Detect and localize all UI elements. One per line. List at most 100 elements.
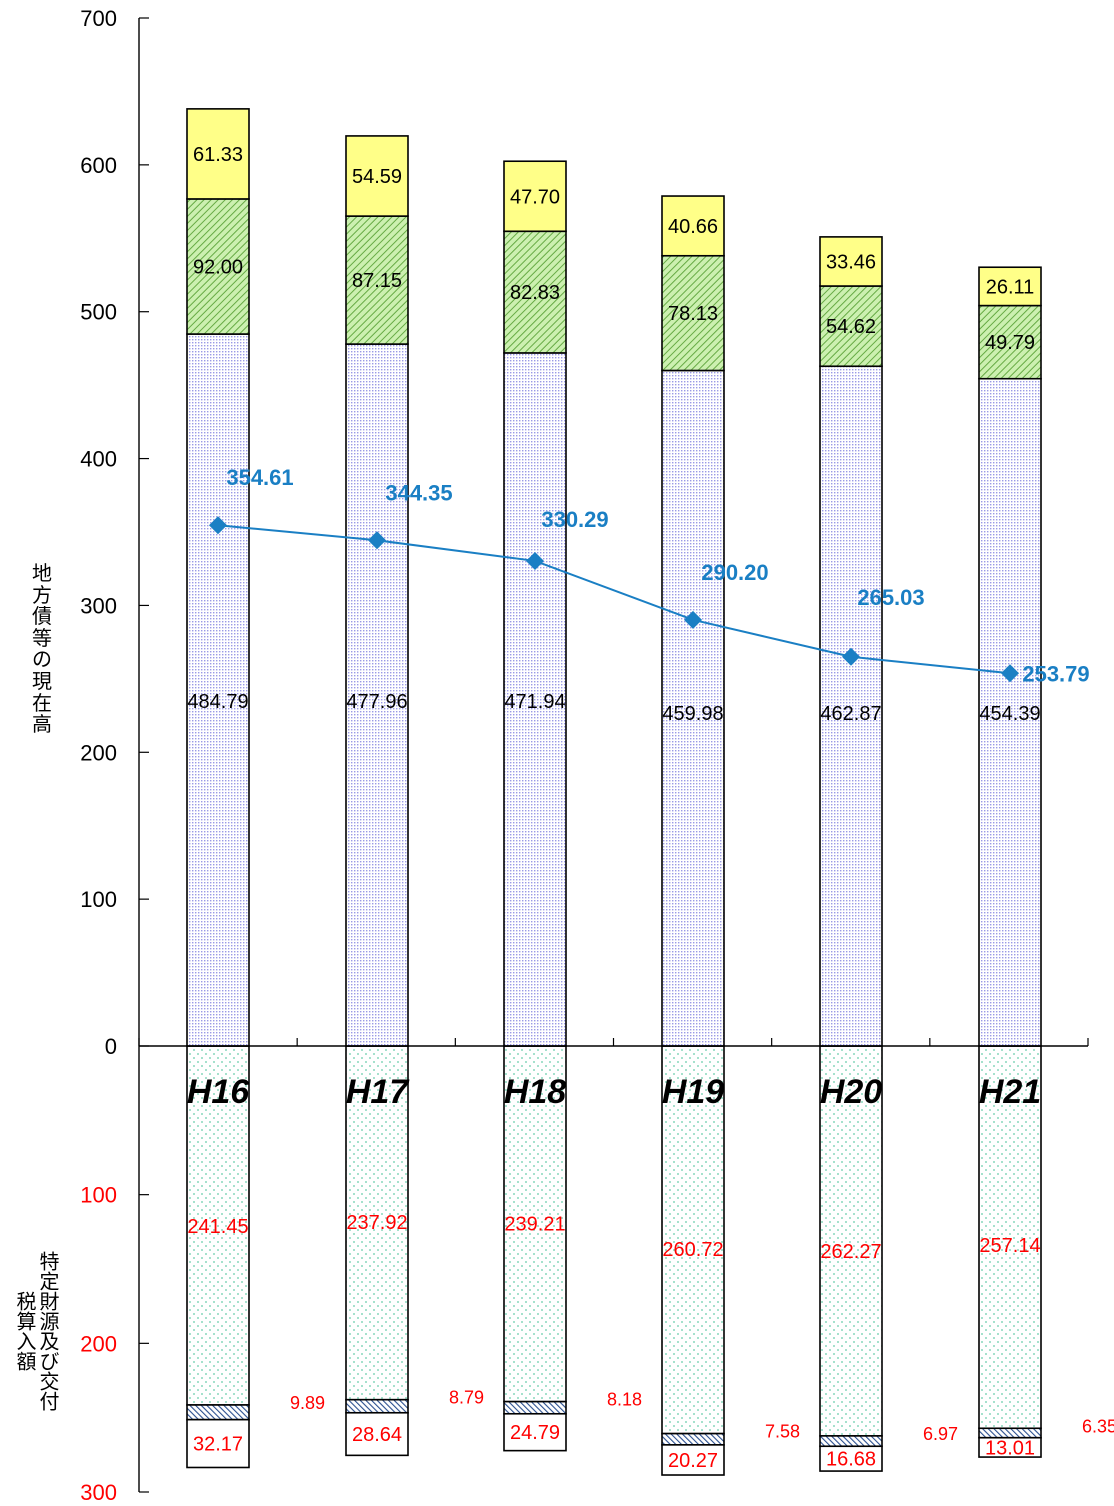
lower-bar-segment-bottom xyxy=(819,1445,883,1472)
upper-tick-label: 500 xyxy=(80,300,117,325)
lower-bar-segment-bottom xyxy=(661,1444,725,1476)
bar-segment-top xyxy=(661,195,725,257)
data-label: 454.39 xyxy=(979,703,1040,725)
upper-tick-label: 0 xyxy=(105,1034,117,1059)
bar-segment-base xyxy=(345,343,409,1047)
bar-segment-middle xyxy=(345,215,409,345)
bar-segment-top xyxy=(819,236,883,287)
lower-bar-segment-hatched xyxy=(186,1404,250,1421)
lower-data-label: 262.27 xyxy=(820,1241,881,1263)
lower-data-label: 257.14 xyxy=(979,1235,1040,1257)
lower-bar-segment-main xyxy=(186,1045,250,1406)
lower-bar-segment-bottom xyxy=(186,1418,250,1469)
upper-tick-label: 300 xyxy=(80,593,117,618)
bar-segment-middle xyxy=(661,254,725,372)
bar-segment-base xyxy=(661,369,725,1047)
data-label: 471.94 xyxy=(504,691,565,713)
data-label: 82.83 xyxy=(510,282,560,304)
lower-data-label: 8.79 xyxy=(449,1388,484,1408)
category-label: H16 xyxy=(187,1073,250,1111)
line-marker xyxy=(368,531,386,550)
lower-data-label: 8.18 xyxy=(607,1390,642,1410)
bar-segment-top xyxy=(345,135,409,217)
lower-data-label: 16.68 xyxy=(826,1449,876,1471)
lower-data-label: 32.17 xyxy=(193,1434,243,1456)
data-label: 49.79 xyxy=(985,332,1035,354)
upper-tick-label: 400 xyxy=(80,447,117,472)
category-labels: H16 H17 H18 H19 H20 H21 xyxy=(187,1073,1041,1111)
data-label: 477.96 xyxy=(346,691,407,713)
data-labels: 484.79 477.96 471.94 459.98 462.87 454.39 92.0… xyxy=(187,144,1114,1472)
lower-data-label: 239.21 xyxy=(504,1213,565,1235)
lower-data-label: 9.89 xyxy=(290,1393,325,1413)
upper-tick-label: 600 xyxy=(80,153,117,178)
category-label: H19 xyxy=(662,1073,724,1111)
upper-y-axis-label: 地方債等の現在高 xyxy=(32,561,52,737)
line-marker xyxy=(526,551,544,570)
lower-data-label: 20.27 xyxy=(668,1450,718,1472)
category-label: H17 xyxy=(346,1073,410,1111)
upper-tick-label: 100 xyxy=(80,887,117,912)
line-data-label: 265.03 xyxy=(857,585,924,610)
line-data-label: 290.20 xyxy=(701,560,768,585)
data-label: 40.66 xyxy=(668,216,718,238)
lower-data-label: 28.64 xyxy=(352,1424,402,1446)
lower-data-label: 6.97 xyxy=(923,1424,958,1444)
bar-segment-top xyxy=(978,266,1042,307)
lower-data-label: 13.01 xyxy=(985,1437,1035,1459)
x-axis xyxy=(138,1038,1089,1047)
lower-bar-segment-hatched xyxy=(661,1432,725,1446)
category-label: H18 xyxy=(504,1073,566,1111)
data-label: 33.46 xyxy=(826,251,876,273)
lower-y-axis-label: 特定財源及び交付税算入額 xyxy=(13,1251,60,1411)
lower-bar-segment-main xyxy=(661,1045,725,1435)
line-data-label: 253.79 xyxy=(1022,661,1089,686)
lower-data-label: 241.45 xyxy=(187,1216,248,1238)
bar-segment-middle xyxy=(503,230,567,354)
lower-tick-label: 100 xyxy=(80,1183,117,1208)
lower-data-label: 6.35 xyxy=(1082,1416,1114,1436)
data-label: 47.70 xyxy=(510,186,560,208)
data-label: 78.13 xyxy=(668,303,718,325)
lower-bar-segment-main xyxy=(503,1045,567,1403)
lower-bar-segment-hatched xyxy=(503,1400,567,1415)
data-label: 462.87 xyxy=(820,703,881,725)
lower-tick-label: 300 xyxy=(80,1480,117,1505)
data-label: 54.59 xyxy=(352,166,402,188)
line-marker xyxy=(842,647,860,666)
line-path xyxy=(217,524,1011,675)
bar-segment-top xyxy=(186,108,250,200)
line-marker xyxy=(209,516,227,535)
category-label: H21 xyxy=(979,1073,1041,1111)
lower-bar-segment-bottom xyxy=(345,1411,409,1457)
bar-segment-top xyxy=(503,160,567,233)
bar-segment-base xyxy=(186,333,250,1047)
line-marker xyxy=(684,610,702,629)
data-label: 61.33 xyxy=(193,144,243,166)
data-label: 87.15 xyxy=(352,270,402,292)
lower-bar-segment-bottom xyxy=(503,1412,567,1452)
lower-data-label: 237.92 xyxy=(346,1212,407,1234)
lower-tick-label: 200 xyxy=(80,1331,117,1356)
upper-tick-label: 700 xyxy=(80,6,117,31)
lower-data-label: 260.72 xyxy=(662,1239,723,1261)
line-series xyxy=(209,516,1019,683)
bar-segment-middle xyxy=(819,285,883,368)
lower-y-axis: 100 200 300 xyxy=(80,1046,149,1505)
lower-bar-segment-hatched xyxy=(978,1427,1042,1439)
lower-bar-segment-main xyxy=(819,1045,883,1437)
bar-segment-middle xyxy=(978,304,1042,380)
lower-bar-segment-hatched xyxy=(819,1435,883,1448)
lower-data-label: 7.58 xyxy=(765,1422,800,1442)
upper-tick-label: 200 xyxy=(80,740,117,765)
data-label: 92.00 xyxy=(193,256,243,278)
lower-bar-segment-bottom xyxy=(978,1436,1042,1458)
upper-bars xyxy=(186,108,1042,1047)
data-label: 26.11 xyxy=(986,276,1035,298)
upper-y-axis: 0 100 200 300 400 500 600 700 xyxy=(80,6,149,1059)
category-label: H20 xyxy=(820,1073,882,1111)
lower-data-label: 24.79 xyxy=(510,1422,560,1444)
lower-bar-segment-hatched xyxy=(345,1398,409,1414)
bar-segment-middle xyxy=(186,198,250,335)
